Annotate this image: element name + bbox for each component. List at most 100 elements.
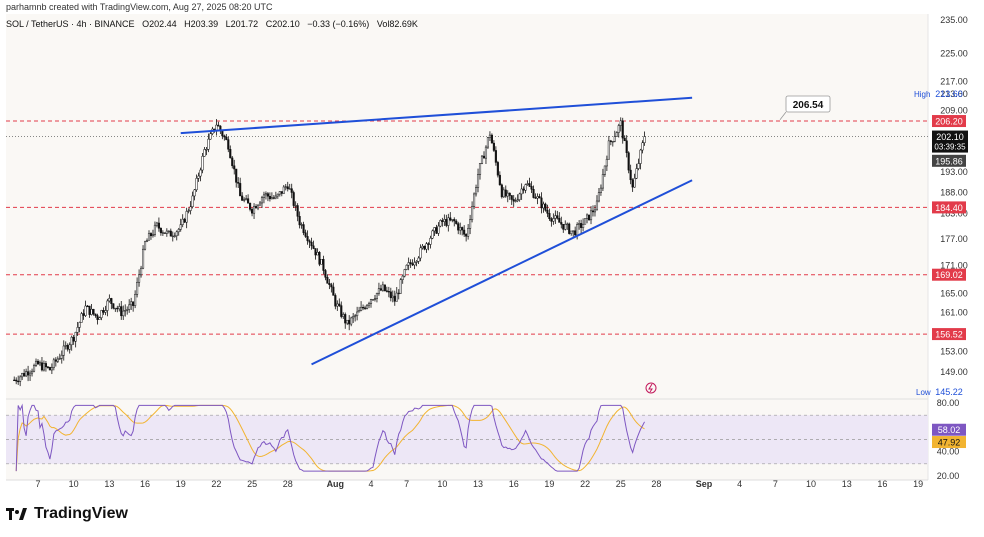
- candle: [455, 219, 458, 225]
- candle: [282, 185, 285, 194]
- candle: [290, 183, 293, 199]
- candle: [100, 309, 103, 321]
- candle: [42, 360, 45, 372]
- candle: [233, 159, 236, 175]
- candle: [599, 184, 602, 196]
- candle: [241, 192, 244, 201]
- candle: [270, 192, 273, 200]
- candle: [21, 372, 24, 380]
- rsi-value: 58.02: [938, 425, 961, 435]
- candle: [50, 363, 53, 375]
- rsi-ma-badge: [932, 436, 966, 449]
- prev-price-badge: [932, 154, 966, 167]
- time-axis-tick: 25: [616, 479, 626, 489]
- candle: [191, 191, 194, 209]
- candle: [475, 184, 478, 197]
- candle: [254, 204, 258, 209]
- candle: [324, 268, 327, 281]
- candle: [151, 229, 155, 238]
- candle: [34, 358, 38, 367]
- candle: [165, 228, 168, 237]
- candle: [140, 265, 143, 278]
- price-axis-tick: 193.00: [940, 167, 968, 177]
- candle: [179, 218, 182, 232]
- price-axis-tick: 213.60: [940, 89, 968, 99]
- candle: [159, 227, 162, 236]
- candle: [574, 226, 577, 237]
- candle: [171, 231, 174, 242]
- time-axis-tick: 13: [842, 479, 852, 489]
- candle: [132, 301, 135, 312]
- candle: [395, 287, 398, 302]
- candle: [276, 193, 279, 199]
- candle: [367, 301, 371, 309]
- candle: [425, 242, 428, 253]
- time-axis-tick: 13: [473, 479, 483, 489]
- candle: [66, 343, 69, 352]
- time-axis-tick: 22: [580, 479, 590, 489]
- candle: [635, 163, 638, 180]
- candle: [443, 214, 446, 226]
- level-price-label: 206.20: [935, 117, 963, 127]
- candle: [122, 305, 125, 321]
- candle: [566, 222, 569, 230]
- trendline-lower[interactable]: [311, 179, 693, 366]
- candle: [114, 307, 117, 312]
- candle: [237, 177, 240, 189]
- candle: [383, 284, 386, 292]
- time-axis-tick: 19: [913, 479, 923, 489]
- candle: [371, 299, 375, 301]
- candle: [134, 290, 137, 309]
- time-axis-tick: 28: [651, 479, 661, 489]
- candle: [381, 281, 384, 292]
- candle: [29, 370, 32, 381]
- plot-area: [6, 14, 928, 480]
- rsi-axis-tick: 40.00: [937, 447, 960, 457]
- volume-value: Vol82.69K: [376, 19, 418, 29]
- candle: [272, 195, 275, 200]
- price-callout[interactable]: [785, 95, 831, 113]
- candle: [639, 148, 642, 170]
- candle: [568, 222, 571, 235]
- time-axis-tick: 19: [544, 479, 554, 489]
- time-axis-tick: 19: [176, 479, 186, 489]
- candle: [586, 213, 589, 224]
- candle: [328, 278, 331, 290]
- candle: [401, 274, 404, 284]
- candle: [461, 226, 464, 236]
- candle: [31, 368, 34, 377]
- candle: [591, 205, 595, 217]
- candle: [36, 359, 40, 365]
- lightning-icon[interactable]: [645, 382, 657, 394]
- candle: [264, 191, 267, 200]
- candle: [360, 301, 363, 312]
- candle: [365, 304, 369, 310]
- candle: [362, 304, 365, 311]
- candle: [508, 192, 511, 200]
- candle: [247, 194, 250, 204]
- candle: [86, 304, 89, 308]
- candle: [518, 192, 521, 202]
- candle: [334, 293, 337, 310]
- candle: [522, 186, 525, 194]
- candle: [437, 222, 440, 236]
- time-axis-tick: 10: [69, 479, 79, 489]
- tradingview-logo[interactable]: TradingView: [6, 505, 128, 523]
- tradingview-logo-icon: [6, 508, 27, 520]
- candle: [419, 244, 422, 262]
- candle: [629, 164, 632, 185]
- rsi-line: [15, 403, 645, 472]
- time-axis-tick: 13: [104, 479, 114, 489]
- candle: [556, 210, 559, 220]
- candle: [385, 286, 388, 293]
- candle: [102, 307, 105, 315]
- trendline-upper[interactable]: [180, 96, 693, 135]
- candle: [580, 219, 583, 234]
- candle: [611, 140, 614, 147]
- candle: [124, 304, 127, 317]
- level-price-label: 169.02: [935, 270, 963, 280]
- candle: [375, 292, 378, 303]
- price-axis-tick: 225.00: [940, 49, 968, 59]
- time-axis-tick: 7: [404, 479, 409, 489]
